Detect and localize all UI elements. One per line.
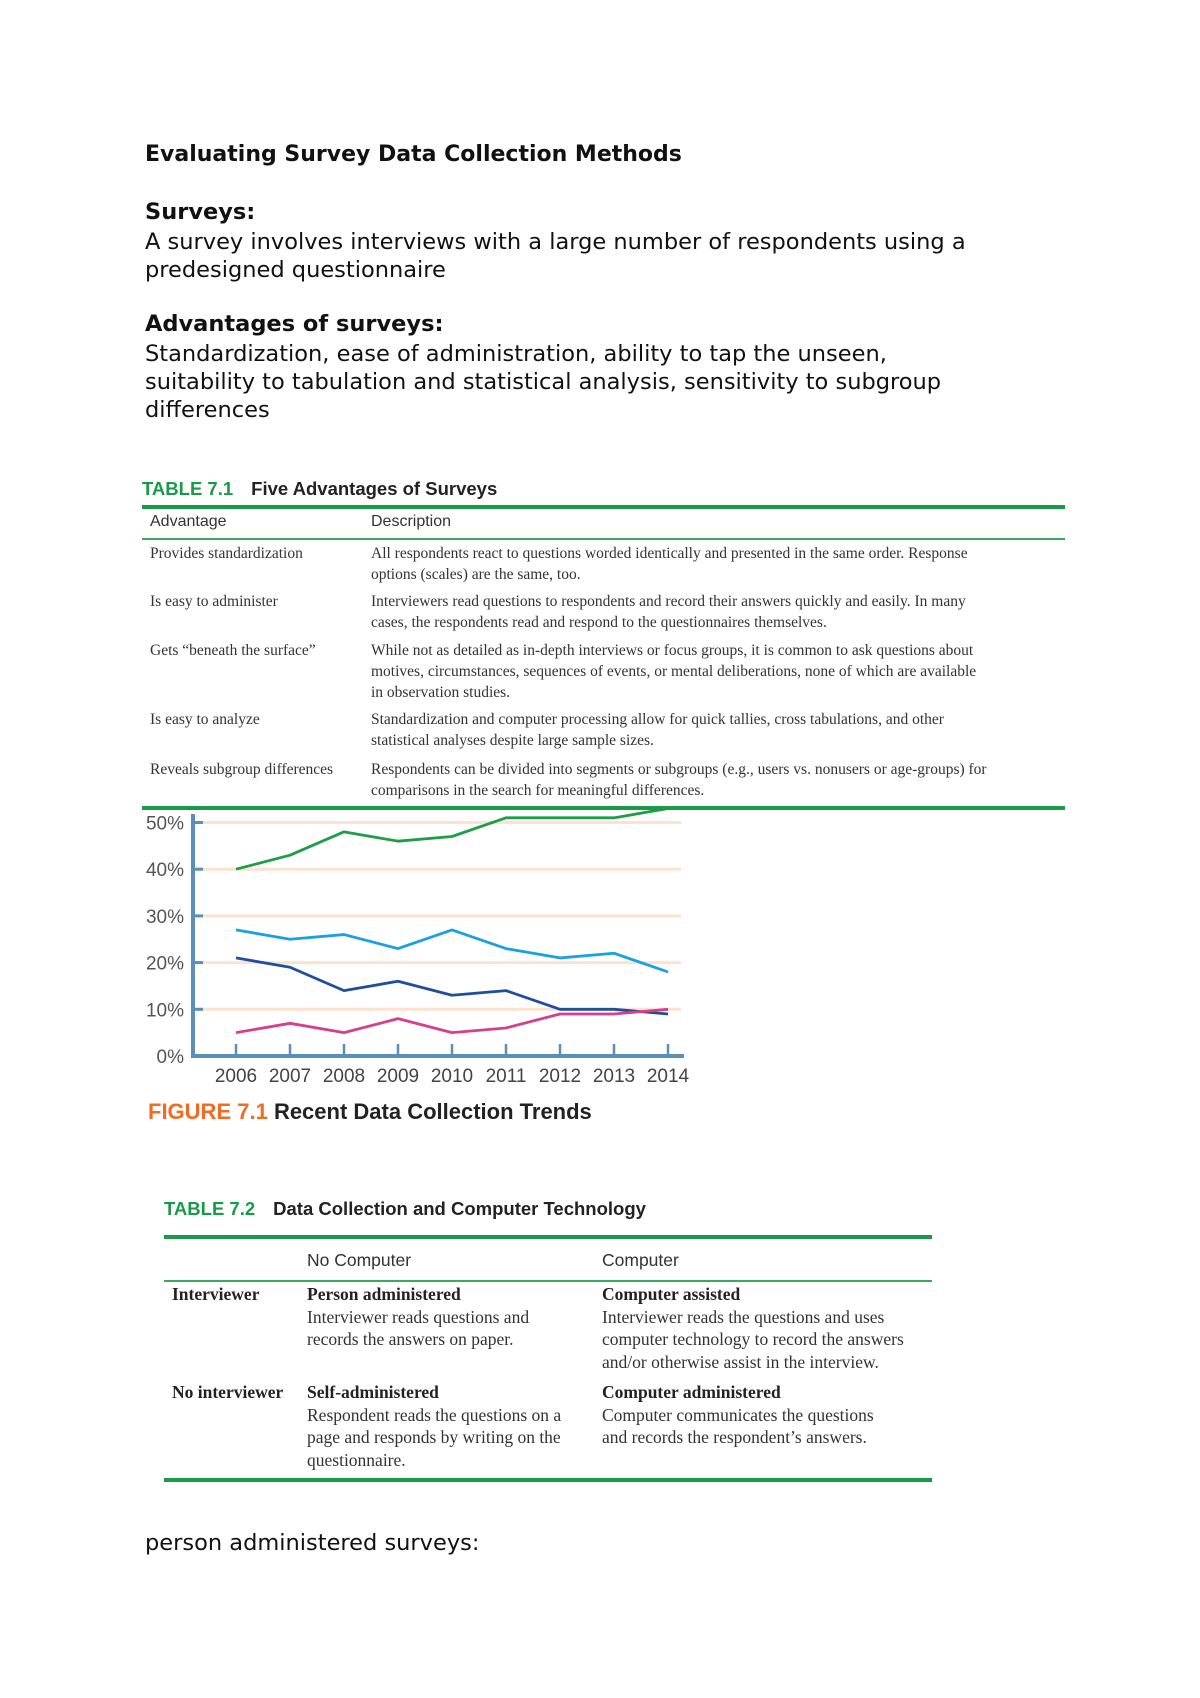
x-tick-label: 2012 [539,1066,581,1087]
row-header: Interviewer [172,1284,260,1304]
description-line: All respondents react to questions worde… [371,545,968,562]
cell-line: Respondent reads the questions on a [307,1404,562,1425]
cell-line: Interviewer reads the questions and uses [602,1306,885,1327]
cell-title: Computer administered [602,1382,781,1402]
description-cell: Interviewers read questions to responden… [371,591,966,633]
surveys-heading: Surveys: [145,199,256,225]
figure-number: FIGURE 7.1 [148,1099,268,1124]
table-title: Data Collection and Computer Technology [273,1198,646,1219]
column-header-computer: Computer [602,1250,679,1270]
column-header-no-computer: No Computer [307,1250,412,1270]
cell-line: records the answers on paper. [307,1329,514,1349]
document-title: Evaluating Survey Data Collection Method… [145,142,682,167]
y-tick-label: 30% [146,907,184,928]
description-line: statistical analyses despite large sampl… [371,732,654,749]
y-tick-label: 0% [157,1047,185,1068]
description-line: comparisons in the search for meaningful… [371,782,705,799]
advantage-cell: Gets “beneath the surface” [150,642,316,659]
x-tick-label: 2013 [593,1066,635,1087]
table-cell: Self-administered Respondent reads the qu… [307,1381,561,1471]
description-line: Standardization and computer processing … [371,711,944,728]
description-line: motives, circumstances, sequences of eve… [371,663,977,680]
advantages-text: Standardization, ease of administration,… [145,340,941,424]
text-line: differences [145,397,270,423]
table-rule-top [142,505,1065,509]
x-tick-label: 2014 [647,1066,690,1087]
table72-caption: TABLE 7.2 Data Collection and Computer Te… [164,1198,646,1220]
x-tick-label: 2008 [323,1066,365,1087]
text-line: predesigned questionnaire [145,257,446,283]
description-cell: Respondents can be divided into segments… [371,759,987,801]
table-rule-bottom [142,806,1065,810]
table-header-rule [164,1280,932,1282]
cell-title: Computer assisted [602,1284,741,1304]
line-chart: 0% 10% 20% 30% 40% 50% 2006 2007 2008 2009 2010 201… [146,810,690,1087]
table-rule-bottom [164,1478,932,1482]
footer-text: person administered surveys: [145,1530,480,1556]
table-title: Five Advantages of Surveys [251,478,498,499]
description-line: Interviewers read questions to responden… [371,593,966,610]
table-cell: Computer assisted Interviewer reads the q… [602,1283,904,1373]
table71-caption: TABLE 7.1 Five Advantages of Surveys [142,478,497,500]
text-line: Standardization, ease of administration,… [145,341,887,367]
description-line: Respondents can be divided into segments… [371,761,987,778]
description-cell: All respondents react to questions worde… [371,543,968,585]
advantages-heading: Advantages of surveys: [145,311,444,337]
text-line: suitability to tabulation and statistica… [145,369,942,395]
figure-title: Recent Data Collection Trends [273,1099,592,1124]
table-cell: Computer administered Computer communicat… [602,1381,874,1449]
x-tick-label: 2007 [269,1066,311,1087]
x-tick-label: 2009 [377,1066,419,1087]
cell-line: and records the respondent’s answers. [602,1427,867,1447]
advantage-cell: Is easy to administer [150,593,278,610]
table-number: TABLE 7.2 [164,1198,256,1219]
cell-line: questionnaire. [307,1449,406,1470]
description-line: options (scales) are the same, too. [371,566,581,583]
y-tick-label: 10% [146,1000,184,1021]
cell-line: and/or otherwise assist in the interview… [602,1351,879,1372]
column-header-advantage: Advantage [150,513,227,530]
description-line: cases, the respondents read and respond … [371,614,827,631]
advantage-cell: Provides standardization [150,545,303,562]
y-tick-label: 20% [146,954,184,975]
table-rule-top [164,1235,932,1239]
series-line [235,810,668,871]
text-line: A survey involves interviews with a larg… [145,229,966,255]
description-cell: Standardization and computer processing … [371,709,944,751]
cell-line: computer technology to record the answer… [602,1329,904,1349]
x-tick-label: 2010 [431,1066,473,1087]
cell-title: Self-administered [307,1382,439,1402]
y-tick-label: 40% [146,860,184,881]
table-cell: Person administered Interviewer reads que… [307,1283,529,1351]
series-line [235,928,669,974]
table-header-rule [142,538,1065,540]
description-cell: While not as detailed as in-depth interv… [371,640,976,703]
column-header-description: Description [371,513,452,530]
advantage-cell: Is easy to analyze [150,711,260,728]
surveys-text: A survey involves interviews with a larg… [145,228,966,284]
x-tick-label: 2006 [215,1066,257,1087]
series-line [235,1007,669,1035]
cell-line: page and responds by writing on the [307,1427,561,1447]
advantage-cell: Reveals subgroup differences [150,761,334,778]
description-line: in observation studies. [371,684,511,701]
cell-line: Interviewer reads questions and [307,1306,530,1327]
cell-line: Computer communicates the questions [602,1404,874,1425]
description-line: While not as detailed as in-depth interv… [371,642,974,659]
table-number: TABLE 7.1 [142,478,234,499]
cell-title: Person administered [307,1284,461,1304]
row-header: No interviewer [172,1382,284,1402]
y-tick-label: 50% [146,814,184,835]
series-line [235,956,669,1016]
figure71-caption: FIGURE 7.1 Recent Data Collection Trends [148,1099,592,1125]
x-tick-label: 2011 [486,1066,527,1087]
